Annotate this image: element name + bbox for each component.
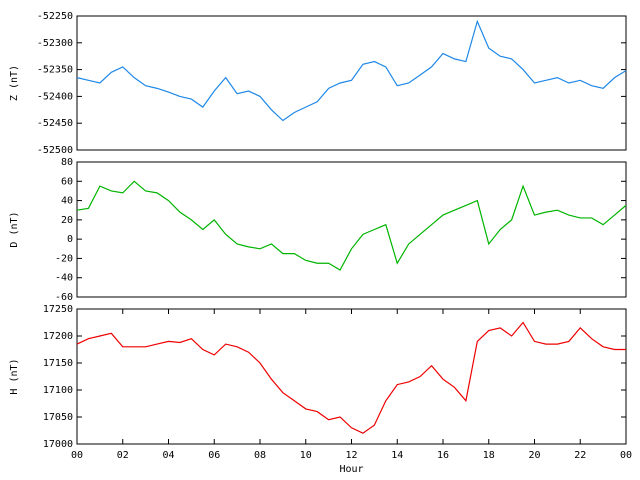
y-tick-label: -60 [55, 292, 73, 303]
x-tick-label: 20 [528, 450, 540, 461]
x-tick-label: 02 [117, 450, 129, 461]
y-axis-label: Z (nT) [9, 65, 20, 101]
data-line [76, 19, 627, 122]
y-tick-label: -20 [55, 253, 73, 264]
x-tick-label: 00 [71, 450, 83, 461]
y-tick-label: 17150 [43, 358, 73, 369]
x-tick-label: 04 [162, 450, 174, 461]
y-tick-label: -52450 [37, 118, 73, 129]
y-tick-label: 80 [61, 157, 73, 168]
y-tick-label: -40 [55, 273, 73, 284]
x-tick-label: 14 [391, 450, 403, 461]
x-tick-label: 08 [254, 450, 266, 461]
plot-frame [76, 161, 627, 298]
x-tick-label: 00 [620, 450, 632, 461]
x-axis-label: Hour [339, 464, 363, 475]
x-tick-label: 12 [345, 450, 357, 461]
y-tick-label: -52400 [37, 91, 73, 102]
y-tick-label: -52500 [37, 145, 73, 156]
data-line [76, 180, 627, 271]
x-tick-label: 18 [483, 450, 495, 461]
y-axis-label: D (nT) [9, 211, 20, 247]
y-tick-label: -52350 [37, 65, 73, 76]
y-tick-label: -52250 [37, 11, 73, 22]
plot-frame [76, 15, 627, 151]
x-tick-label: 06 [208, 450, 220, 461]
data-line [76, 321, 626, 434]
y-tick-label: 20 [61, 215, 73, 226]
x-tick-label: 10 [300, 450, 312, 461]
y-axis-label: H (nT) [9, 358, 20, 394]
y-tick-label: -52300 [37, 38, 73, 49]
plot-frame [76, 308, 627, 445]
y-tick-label: 17050 [43, 412, 73, 423]
y-tick-label: 17200 [43, 331, 73, 342]
x-tick-label: 22 [574, 450, 586, 461]
y-tick-label: 40 [61, 196, 73, 207]
y-tick-label: 17000 [43, 439, 73, 450]
y-tick-label: 60 [61, 176, 73, 187]
y-tick-label: 17250 [43, 304, 73, 315]
y-tick-label: 0 [67, 234, 73, 245]
x-tick-label: 16 [437, 450, 449, 461]
y-tick-label: 17100 [43, 385, 73, 396]
